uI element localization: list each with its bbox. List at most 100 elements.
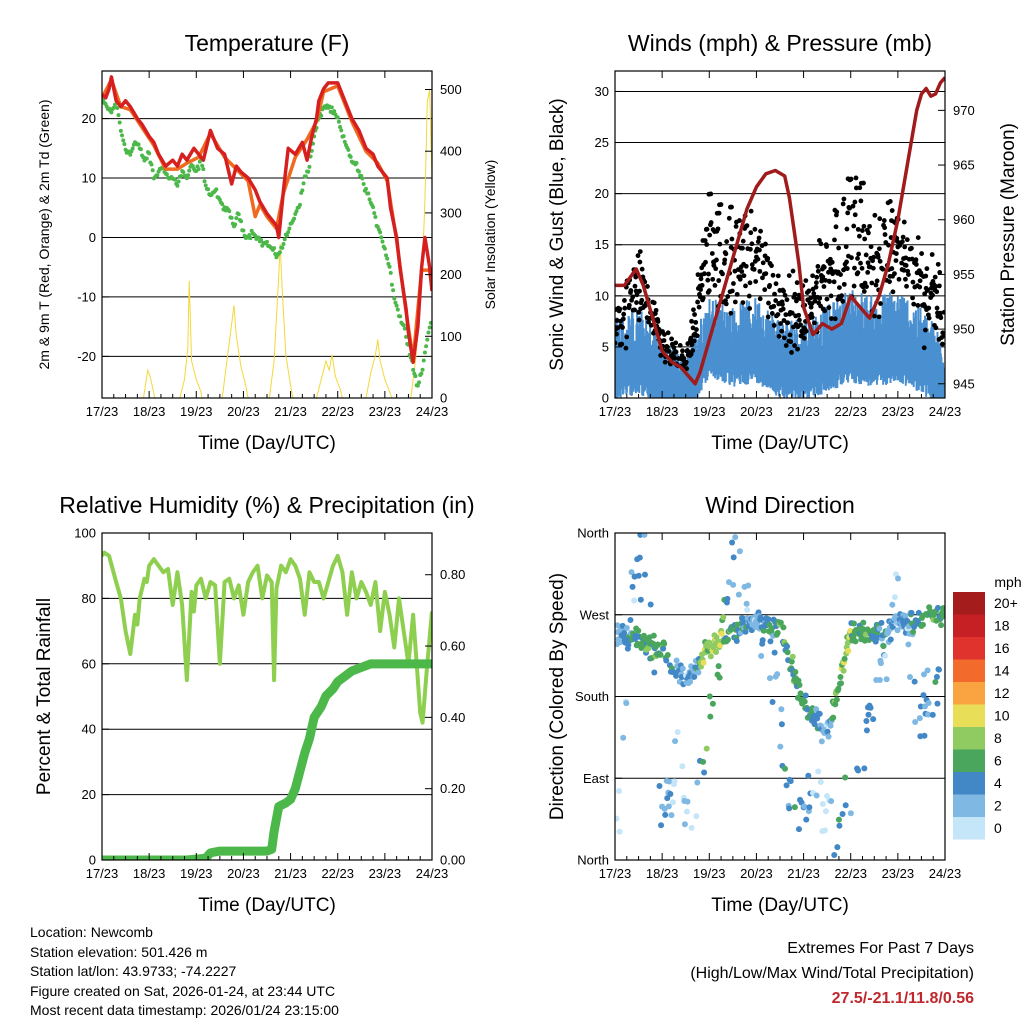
temperature-panel: 17/23 18/23 19/23 20/23 21/23 22/23 23/23 24/23…	[36, 30, 498, 454]
y-tick-label: 20	[82, 787, 96, 802]
dewpoint-point	[241, 228, 246, 233]
gust-point	[673, 349, 679, 355]
series-total-precipitation	[102, 659, 432, 860]
gust-point	[767, 283, 773, 288]
direction-point	[934, 700, 941, 707]
gust-point	[775, 312, 781, 317]
gust-point	[702, 238, 708, 243]
dewpoint-point	[285, 233, 290, 238]
dewpoint-point	[366, 191, 371, 196]
direction-point	[709, 700, 716, 707]
direction-point	[650, 632, 657, 639]
gust-point	[822, 308, 828, 314]
direction-point	[617, 639, 624, 646]
legend-label: 10	[994, 708, 1010, 724]
direction-point	[910, 628, 917, 635]
gust-point	[729, 288, 735, 294]
direction-point	[850, 620, 857, 627]
direction-point	[640, 632, 647, 639]
direction-point	[906, 674, 913, 681]
gust-point	[620, 316, 626, 322]
legend-label: 8	[994, 730, 1002, 746]
x-tick-label: 24/23	[416, 866, 449, 881]
gust-point	[782, 292, 788, 298]
dewpoint-point	[175, 183, 180, 188]
y-tick-label: 20	[82, 111, 96, 126]
x-tick-label: 19/23	[693, 404, 726, 419]
y-right-tick-label: 960	[953, 212, 975, 227]
direction-point	[836, 822, 843, 829]
gust-point	[937, 269, 943, 275]
gust-point	[812, 320, 817, 326]
dewpoint-point	[281, 241, 286, 246]
direction-point	[842, 802, 849, 809]
direction-point	[715, 663, 722, 670]
direction-point	[658, 822, 665, 829]
gust-point	[741, 273, 747, 279]
direction-point	[828, 798, 835, 805]
direction-point	[774, 671, 781, 678]
gust-point	[658, 352, 664, 358]
gust-point	[623, 345, 629, 351]
dewpoint-point	[272, 246, 277, 251]
gust-point	[769, 311, 775, 316]
gust-point	[728, 310, 734, 316]
dewpoint-point	[229, 215, 234, 220]
gust-point	[717, 241, 723, 247]
gust-point	[775, 273, 781, 279]
direction-point	[688, 824, 695, 831]
gust-point	[706, 271, 711, 277]
temperature-frame	[101, 70, 433, 399]
direction-point	[839, 811, 846, 818]
x-tick-label: 18/23	[133, 404, 166, 419]
gust-point	[708, 220, 714, 225]
gust-point	[651, 300, 657, 306]
gust-point	[797, 317, 802, 323]
gust-point	[698, 276, 704, 282]
x-tick-label: 21/23	[787, 866, 820, 881]
y-right-tick-label: 0.20	[440, 781, 465, 796]
y-right-tick-label: 970	[953, 103, 975, 118]
gust-point	[844, 259, 849, 265]
direction-point	[745, 582, 752, 589]
x-tick-label: 24/23	[929, 404, 962, 419]
series-dewpoint	[102, 96, 432, 388]
direction-point	[671, 778, 678, 785]
direction-point	[870, 716, 877, 723]
dewpoint-point	[356, 169, 361, 174]
winds-panel: 17/23 18/23 19/23 20/23 21/23 22/23 23/23 24/23…	[547, 30, 1019, 454]
gust-point	[751, 266, 757, 272]
direction-point	[925, 699, 932, 706]
dewpoint-point	[112, 102, 117, 107]
gust-point	[902, 244, 908, 250]
gust-point	[729, 236, 735, 242]
direction-point	[833, 696, 840, 703]
dewpoint-point	[336, 119, 341, 124]
gust-point	[812, 298, 818, 304]
gust-point	[922, 291, 928, 297]
speed-legend: mph 20+ 18 16 14 12 10 8 6 4 2 0	[953, 574, 1022, 840]
direction-point	[623, 624, 630, 631]
series-station-pressure	[615, 76, 945, 386]
gust-point	[639, 266, 645, 272]
gust-point	[919, 251, 925, 256]
y-tick-label: North	[577, 526, 609, 541]
gust-point	[708, 191, 714, 197]
gust-point	[899, 239, 905, 245]
gust-point	[781, 335, 787, 341]
dewpoint-point	[184, 176, 189, 181]
legend-label: 2	[994, 798, 1002, 814]
gust-point	[923, 273, 929, 279]
direction-point	[878, 619, 885, 626]
direction-point	[783, 782, 790, 789]
gust-point	[637, 288, 642, 294]
direction-point	[730, 581, 737, 588]
direction-point	[804, 706, 811, 713]
gust-point	[887, 279, 892, 285]
y-right-tick-label: 0	[440, 391, 447, 406]
legend-swatch	[953, 749, 985, 772]
gust-point	[628, 288, 634, 293]
direction-point	[681, 821, 688, 828]
direction-point	[679, 665, 686, 672]
